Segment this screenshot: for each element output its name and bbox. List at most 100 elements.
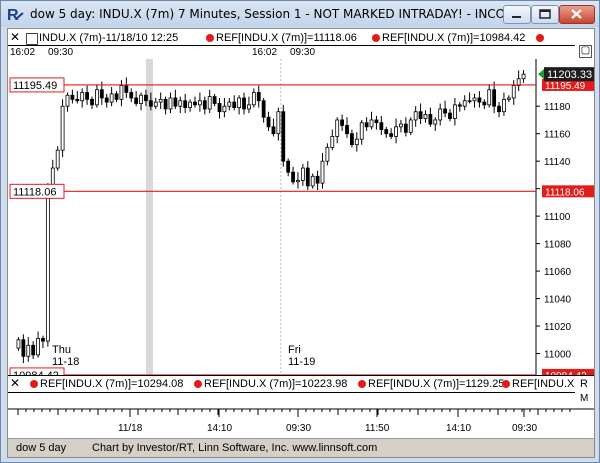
- candle: [193, 101, 197, 106]
- candle: [472, 97, 477, 102]
- candle: [271, 126, 276, 135]
- y-tick-label: 11000: [544, 350, 572, 361]
- bottom-legend: ✕ REF[INDU.X (7m)]=10294.08 REF[INDU.X (…: [8, 377, 594, 391]
- ref-legend-dot-icon: [194, 377, 203, 391]
- candle: [158, 98, 163, 103]
- candle: [16, 339, 21, 349]
- candle: [335, 119, 340, 137]
- candle: [330, 136, 335, 148]
- ref-legend-entry[interactable]: REF[INDU.X (7m)]=11...: [512, 378, 574, 390]
- candle: [212, 96, 217, 104]
- close-pane-icon[interactable]: ✕: [10, 377, 21, 390]
- reference-left-tag: [9, 367, 65, 375]
- reference-right-tag: [542, 185, 594, 198]
- candle: [448, 112, 452, 119]
- svg-text:R: R: [7, 7, 19, 22]
- last-price-marker-icon: [538, 69, 544, 80]
- candle: [320, 160, 325, 184]
- candle: [60, 105, 65, 151]
- reference-left-tag: [9, 183, 65, 199]
- session-band: [146, 59, 153, 375]
- candle: [99, 89, 104, 99]
- candle: [516, 78, 521, 87]
- legend-divider: [8, 45, 575, 46]
- candle: [305, 167, 310, 187]
- legend-divider: [8, 392, 575, 393]
- candle: [232, 101, 237, 108]
- candle: [428, 114, 433, 125]
- chart-bottom-divider: [8, 375, 594, 376]
- candle: [443, 108, 447, 114]
- reference-right-label: 11195.49: [545, 81, 586, 92]
- ref-legend-entry[interactable]: REF[INDU.X (7m)]=10294.08: [40, 378, 184, 390]
- candle: [207, 96, 212, 110]
- investor-rt-logo-icon: R: [7, 7, 24, 22]
- symbol-legend-entry[interactable]: INDU.X (7m)-11/18/10 12:25: [39, 32, 179, 44]
- candle: [379, 122, 384, 130]
- y-tick-label: 11020: [544, 322, 572, 333]
- candle: [109, 93, 114, 103]
- ref-legend-entry[interactable]: REF[INDU.X (7m)]=1129.25: [368, 378, 505, 390]
- candle: [242, 97, 246, 110]
- ref-legend-entry[interactable]: REF[INDU.X (7m)]=10984.42: [382, 32, 526, 44]
- y-tick-label: 11100: [544, 212, 571, 223]
- candle: [114, 93, 119, 100]
- ref-legend-dot-icon: [536, 31, 545, 45]
- candle: [364, 122, 369, 128]
- maximize-button[interactable]: [531, 5, 559, 24]
- candle: [477, 97, 482, 103]
- candle: [384, 129, 389, 135]
- candle: [227, 101, 232, 107]
- restore-pane-button[interactable]: ▢: [579, 45, 592, 58]
- candle: [413, 111, 418, 121]
- reference-right-tag: [542, 78, 594, 91]
- session-time-label: 16:02: [10, 47, 36, 58]
- x-tick-label: 11/18: [118, 423, 143, 434]
- candle: [399, 123, 403, 128]
- candle: [408, 119, 413, 133]
- pane-letter-r[interactable]: R: [580, 378, 588, 390]
- date-label: 11-18: [52, 356, 79, 368]
- reference-right-label: 10984.42: [545, 371, 587, 375]
- candle: [266, 116, 271, 128]
- last-price-label: 11203.33: [547, 69, 592, 81]
- candle: [452, 104, 457, 119]
- time-axis: 11/18 14:10 09:30 11:50 14:10 09:30: [8, 408, 594, 434]
- candle: [394, 126, 398, 137]
- session-time-label: 09:30: [48, 47, 74, 58]
- pane-letter-m[interactable]: M: [580, 393, 589, 404]
- candle: [276, 111, 281, 135]
- x-tick-label: 09:30: [512, 423, 537, 434]
- candle: [217, 103, 222, 113]
- candle: [345, 125, 349, 135]
- chart-name: dow 5 day: [16, 442, 67, 454]
- reference-left-label: 10984.42: [13, 370, 59, 375]
- candle: [492, 89, 497, 107]
- reference-left-label: 11195.49: [13, 80, 57, 92]
- reference-right-tag: [542, 368, 594, 375]
- candle: [173, 97, 178, 107]
- chart-credit: Chart by Investor/RT, Linn Software, Inc…: [92, 442, 378, 454]
- candle: [261, 100, 266, 118]
- candle: [45, 188, 50, 342]
- minimize-button[interactable]: [503, 5, 531, 24]
- candlestick-chart[interactable]: 1100011020110401106011080111001112011140…: [8, 59, 594, 375]
- candle: [144, 94, 148, 102]
- close-pane-icon[interactable]: ✕: [10, 31, 21, 44]
- candle: [433, 119, 438, 125]
- candle: [41, 338, 45, 342]
- candle: [124, 85, 129, 93]
- candle: [222, 105, 227, 113]
- y-tick-label: 11060: [544, 267, 572, 278]
- close-button[interactable]: [559, 5, 595, 24]
- candle: [197, 100, 202, 106]
- y-tick-label: 11040: [544, 295, 572, 306]
- ref-legend-entry[interactable]: REF[INDU.X (7m)]=11118.06: [216, 32, 357, 44]
- candle: [251, 92, 256, 106]
- candle: [119, 85, 124, 100]
- title-bar[interactable]: R dow 5 day: INDU.X (7m) 7 Minutes, Sess…: [1, 1, 599, 27]
- ref-legend-entry[interactable]: REF[INDU.X (7m)]=10223.98: [204, 378, 348, 390]
- candle: [281, 111, 286, 162]
- candle: [462, 100, 467, 107]
